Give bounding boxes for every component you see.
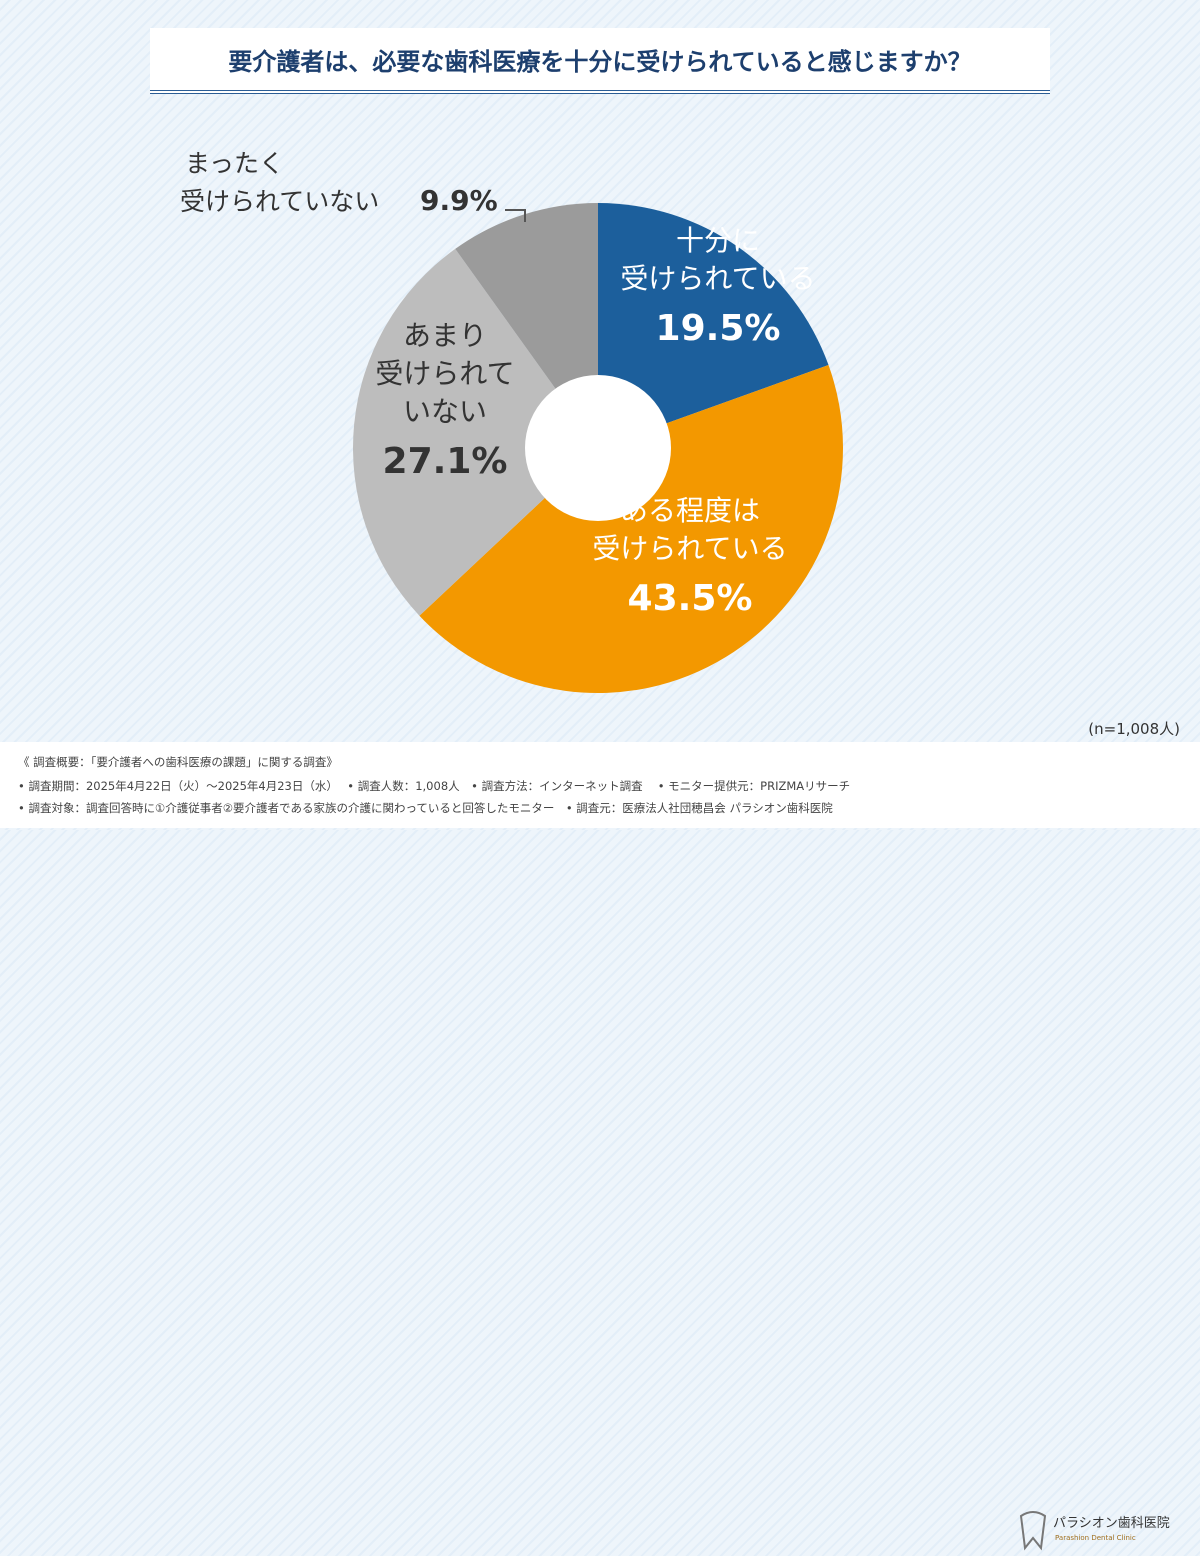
- logo-subtext: Parashion Dental Clinic: [1055, 1534, 1136, 1542]
- slice-label: 十分に: [676, 224, 760, 257]
- slice-label: まったく: [185, 149, 284, 178]
- slice-2: [353, 248, 598, 616]
- slice-label: あまり: [403, 319, 487, 352]
- slice-value: 43.5%: [628, 578, 753, 619]
- sample-size: (n=1,008人): [1088, 720, 1180, 738]
- slice-1: [419, 365, 843, 693]
- survey-overview: 《 調査概要：「要介護者への歯科医療の課題」に関する調査》: [18, 755, 338, 769]
- donut-hole: [525, 375, 671, 521]
- donut-chart: 十分に受けられている19.5%ある程度は受けられている43.5%あまり受けられて…: [180, 149, 843, 693]
- slice-value: 27.1%: [383, 441, 508, 482]
- logo-text: パラシオン歯科医院: [1053, 1516, 1170, 1531]
- chart-title: 要介護者は、必要な歯科医療を十分に受けられていると感じますか？: [150, 28, 1050, 94]
- clinic-logo: パラシオン歯科医院 Parashion Dental Clinic: [1015, 1508, 1185, 1552]
- slice-value: 19.5%: [656, 308, 781, 349]
- slice-value: 9.9%: [420, 184, 498, 217]
- slice-0: [598, 203, 829, 448]
- slice-label: 受けられていない: [180, 187, 379, 216]
- survey-target: • 調査対象：調査回答時に①介護従事者②要介護者である家族の介護に関わっていると…: [18, 801, 833, 815]
- slice-label: 受けられて: [375, 357, 514, 390]
- slice-label: 受けられている: [620, 262, 815, 295]
- footer: 《 調査概要：「要介護者への歯科医療の課題」に関する調査》 • 調査期間：202…: [0, 742, 1200, 1551]
- leader-line: [505, 209, 526, 222]
- slice-label: 受けられている: [592, 532, 787, 565]
- slice-label: いない: [403, 395, 487, 428]
- survey-period: • 調査期間：2025年4月22日（火）～2025年4月23日（水） • 調査人…: [18, 779, 851, 793]
- tooth-icon: [1019, 1511, 1047, 1551]
